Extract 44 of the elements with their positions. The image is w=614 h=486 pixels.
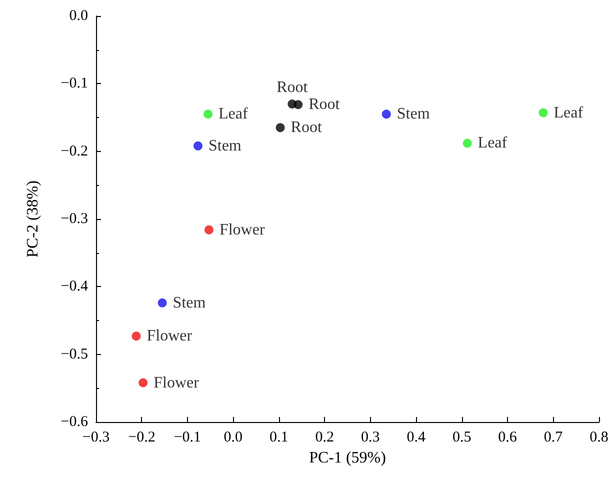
y-tick-label: −0.5 [60,346,88,362]
x-tick-label: 0.4 [406,430,426,446]
text: Stem [396,106,430,123]
point [193,141,202,150]
x-tick-label: −0.1 [174,430,202,446]
point [138,378,148,388]
x-axis-title: PC-1 (59%) [309,450,386,466]
x-tick-label: −0.2 [128,430,156,446]
y-tick-label: −0.3 [60,211,88,227]
point [158,298,167,308]
series-label: Root [308,96,340,114]
text: Leaf [554,104,584,122]
text: Root [276,78,308,96]
point [462,138,472,148]
point [538,108,548,118]
series-label: Stem [208,137,242,154]
series-label: Flower [219,221,266,238]
series-label: Leaf [218,106,249,123]
point [204,225,214,234]
x-tick-label: 0.7 [544,430,564,446]
point [132,332,141,341]
x-tick-label: 0.1 [270,430,288,446]
x-tick-label: 0.8 [590,430,608,446]
point [276,123,285,132]
x-tick-label: 0.3 [360,430,380,446]
y-tick-label: −0.1 [60,76,88,92]
text: Flower [154,374,199,392]
point [204,110,213,119]
y-axis-title: PC-2 (38%) [24,180,42,258]
x-tick-label: 0.6 [498,430,518,446]
x-tick-label: −0.3 [82,430,110,446]
x-tick-label: 0.5 [452,430,472,446]
y-tick-label: 0.0 [69,8,88,24]
text: Root [290,119,322,136]
point [382,110,391,119]
x-tick-label: 0.2 [315,430,334,446]
y-tick-label: −0.2 [60,143,88,160]
text: Flower [146,328,192,345]
x-tick-label: 0.0 [224,430,243,446]
y-tick-label: −0.4 [60,278,88,295]
y-tick-label: −0.6 [60,414,88,430]
text: Leaf [478,134,508,152]
point [294,100,303,110]
text: Stem [172,294,206,312]
